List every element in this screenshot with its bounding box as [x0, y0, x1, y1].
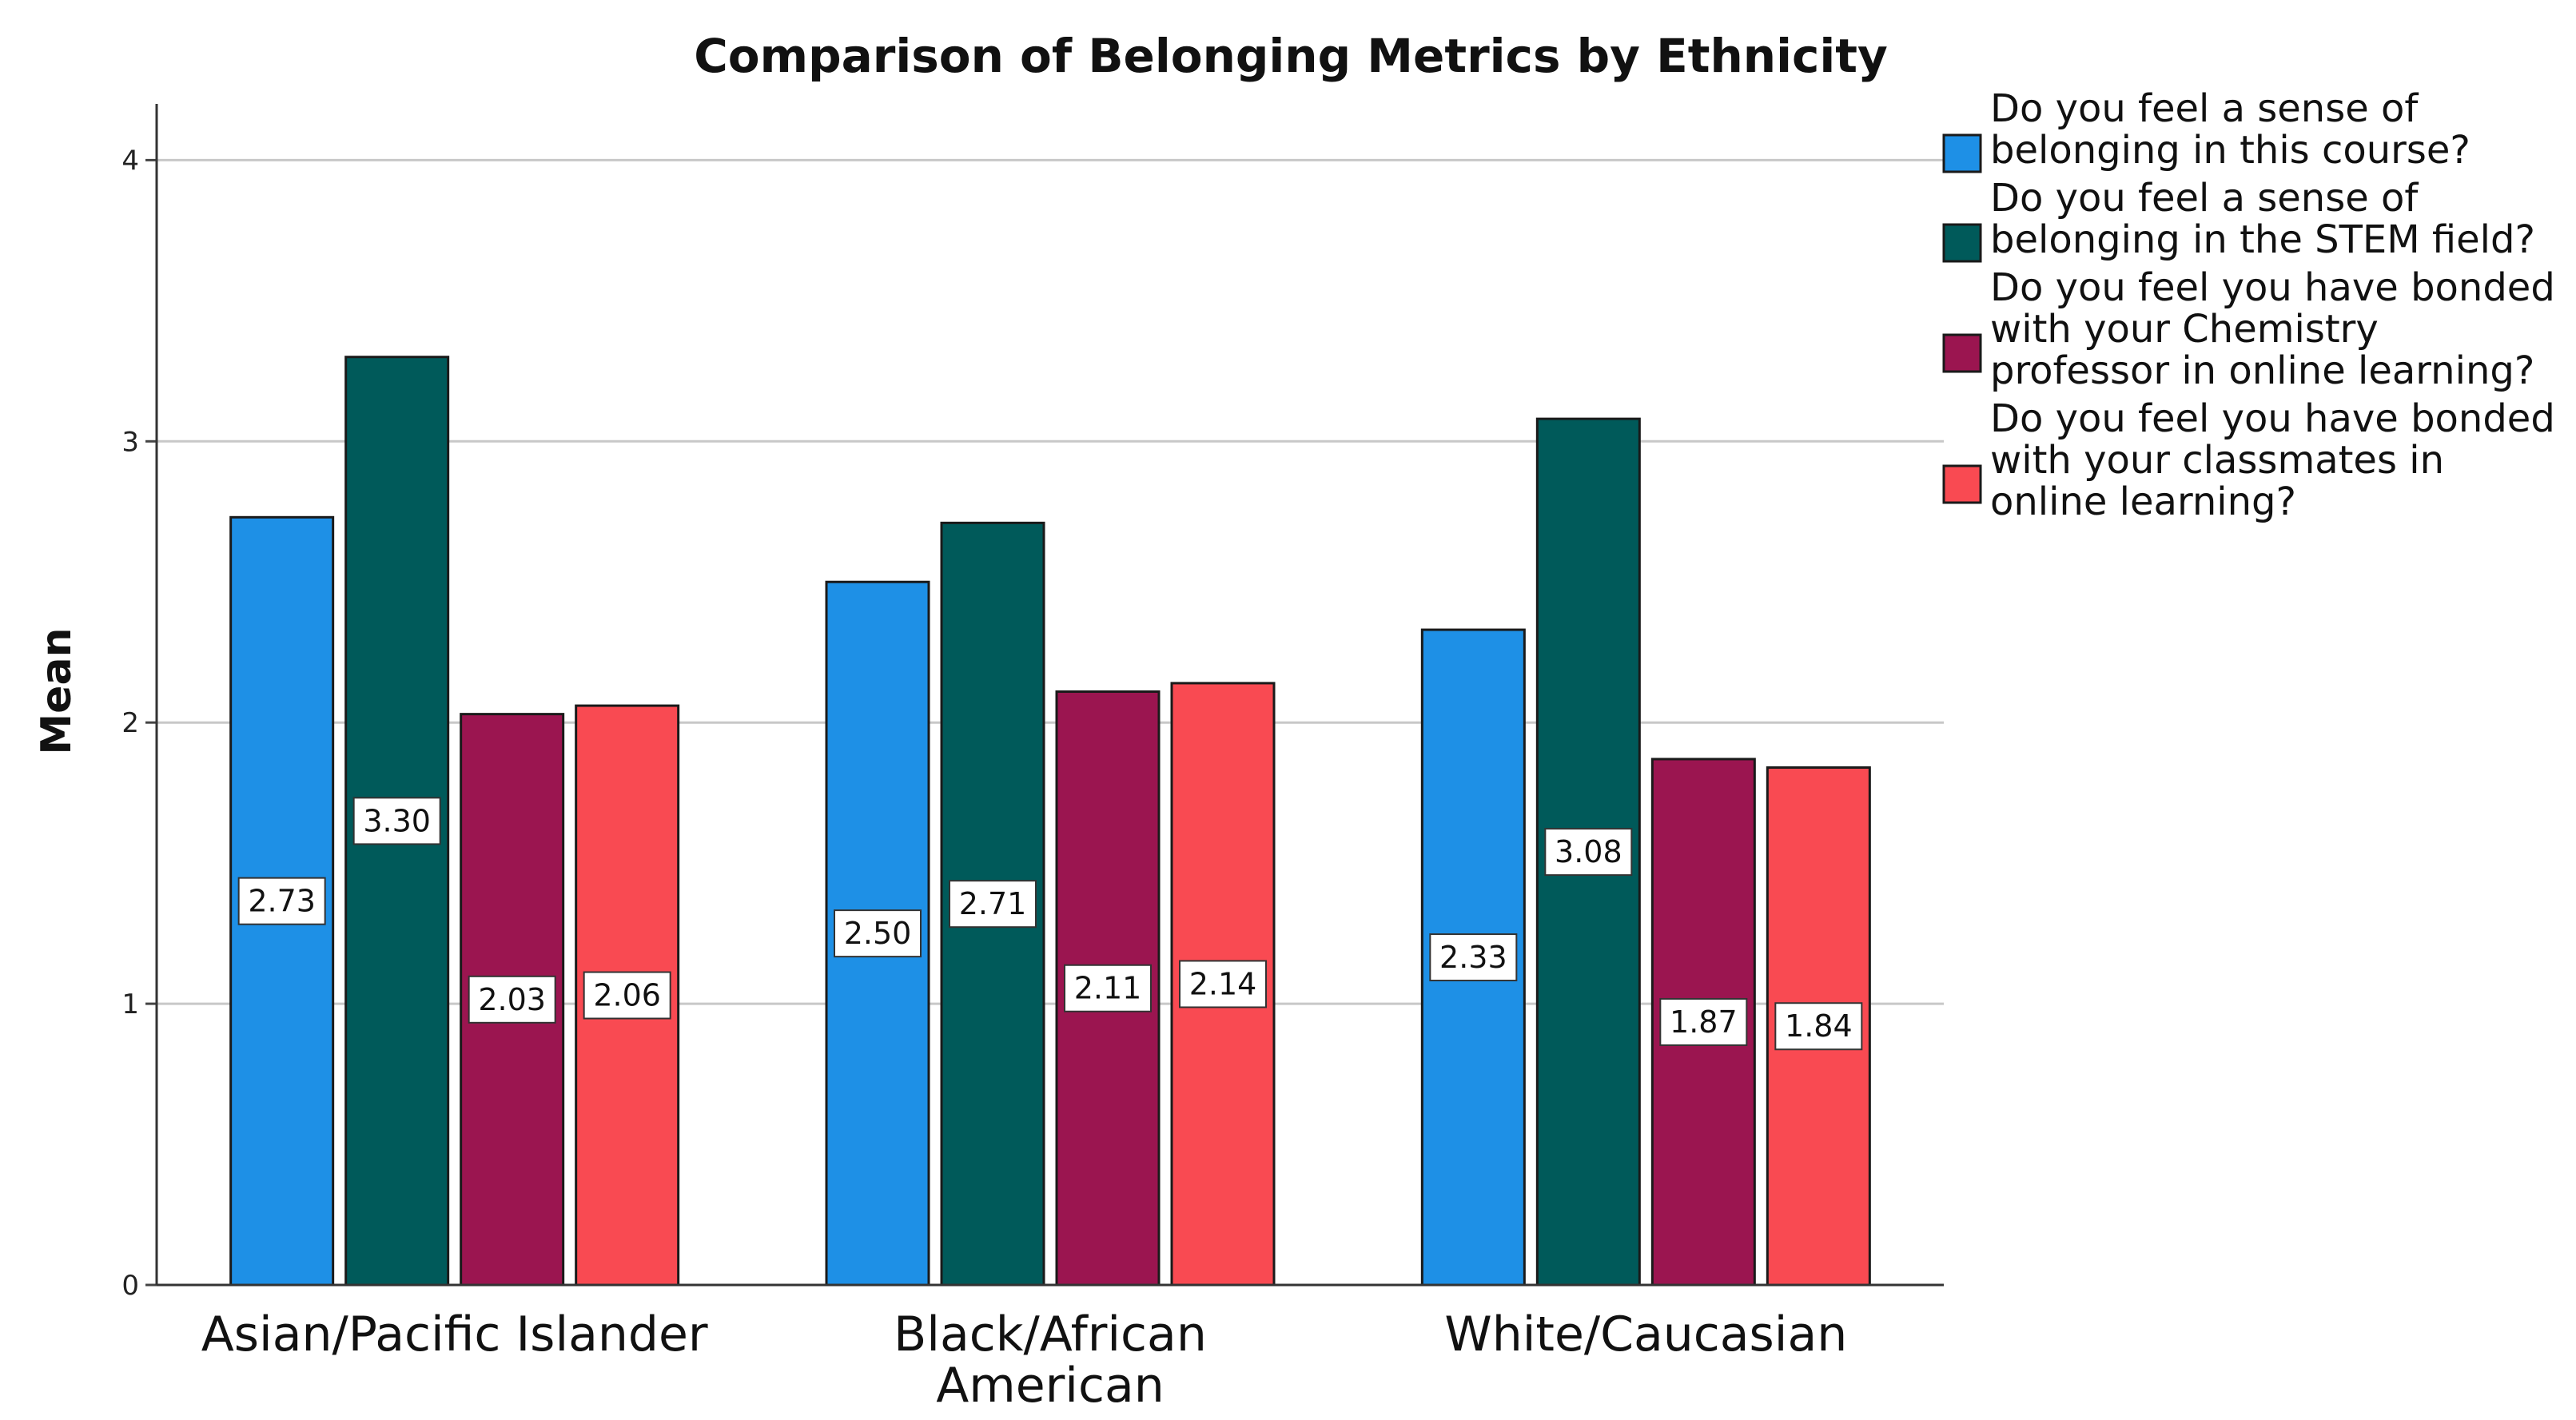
data-label: 3.30: [352, 797, 441, 845]
data-label: 2.33: [1429, 933, 1518, 982]
y-axis-label: Mean: [33, 627, 81, 754]
y-tick-label: 4: [121, 145, 139, 177]
data-label-box: [468, 975, 556, 1024]
data-label-text: 2.71: [959, 886, 1027, 921]
data-label-box: [1659, 997, 1748, 1046]
data-label-box: [1179, 960, 1267, 1008]
data-label: 3.08: [1544, 828, 1633, 877]
data-label-text: 2.14: [1189, 966, 1257, 1001]
legend-item: Do you feel a sense of belonging in this …: [1942, 86, 2470, 173]
legend-swatch: [1942, 464, 1982, 504]
legend-label: Do you feel a sense of belonging in the S…: [1990, 176, 2535, 262]
data-label-box: [1064, 964, 1152, 1012]
data-label: 2.50: [834, 909, 922, 958]
data-label-box: [834, 909, 922, 958]
y-tick-label: 2: [121, 707, 139, 739]
x-axis-ticks: Asian/Pacific Islander Black/African Ameri…: [201, 1307, 1848, 1414]
data-label: 2.03: [468, 975, 556, 1024]
axes: [155, 104, 1944, 1287]
x-tick-label: Asian/Pacific Islander: [201, 1307, 708, 1362]
data-label-box: [1774, 1002, 1863, 1051]
y-tick-label: 3: [121, 426, 139, 458]
data-label-text: 2.50: [844, 916, 912, 951]
legend-swatch: [1942, 223, 1982, 263]
legend-label: Do you feel you have bonded with your cla…: [1990, 396, 2555, 524]
legend-item: Do you feel you have bonded with your cla…: [1942, 396, 2555, 524]
legend-item: Do you feel a sense of belonging in the S…: [1942, 176, 2535, 263]
data-label-text: 2.06: [593, 978, 661, 1013]
data-label-box: [583, 971, 671, 1020]
data-label-text: 3.30: [363, 803, 431, 838]
data-label-text: 1.84: [1785, 1008, 1853, 1044]
legend: Do you feel a sense of belonging in this …: [1942, 86, 2555, 524]
data-label-box: [1544, 828, 1633, 877]
data-label: 2.71: [949, 880, 1037, 929]
legend-swatch: [1942, 133, 1982, 173]
chart-title: Comparison of Belonging Metrics by Ethni…: [694, 29, 1888, 83]
data-label-text: 2.11: [1074, 971, 1142, 1006]
data-label-box: [352, 797, 441, 845]
data-label: 1.87: [1659, 997, 1748, 1046]
data-label-text: 2.33: [1439, 940, 1507, 975]
data-label-box: [1429, 933, 1518, 982]
y-tick-label: 0: [121, 1270, 139, 1302]
legend-item: Do you feel you have bonded with your Che…: [1942, 265, 2555, 393]
data-label-text: 3.08: [1555, 834, 1622, 869]
data-label: 1.84: [1774, 1002, 1863, 1051]
legend-label: Do you feel you have bonded with your Che…: [1990, 265, 2555, 393]
y-axis-ticks: 0 1 2 3 4: [121, 145, 157, 1302]
legend-label: Do you feel a sense of belonging in this …: [1990, 86, 2470, 173]
y-tick-label: 1: [121, 988, 139, 1020]
data-label-box: [237, 877, 326, 925]
data-label-text: 1.87: [1670, 1004, 1738, 1040]
data-label-text: 2.73: [248, 884, 316, 919]
data-label-box: [949, 880, 1037, 929]
bars: [229, 356, 1871, 1287]
x-tick-label: Black/African American: [894, 1307, 1207, 1414]
data-label: 2.14: [1179, 960, 1267, 1008]
gridlines: [157, 158, 1944, 1005]
x-tick-label: White/Caucasian: [1444, 1307, 1847, 1362]
data-label: 2.73: [237, 877, 326, 925]
data-label-text: 2.03: [478, 982, 546, 1017]
data-label: 2.06: [583, 971, 671, 1020]
legend-swatch: [1942, 333, 1982, 373]
data-labels: 2.73 3.30 2.03 2.06 2.50 2.71 2.11 2.14 2.33 3.08…: [237, 797, 1863, 1051]
data-label: 2.11: [1064, 964, 1152, 1012]
